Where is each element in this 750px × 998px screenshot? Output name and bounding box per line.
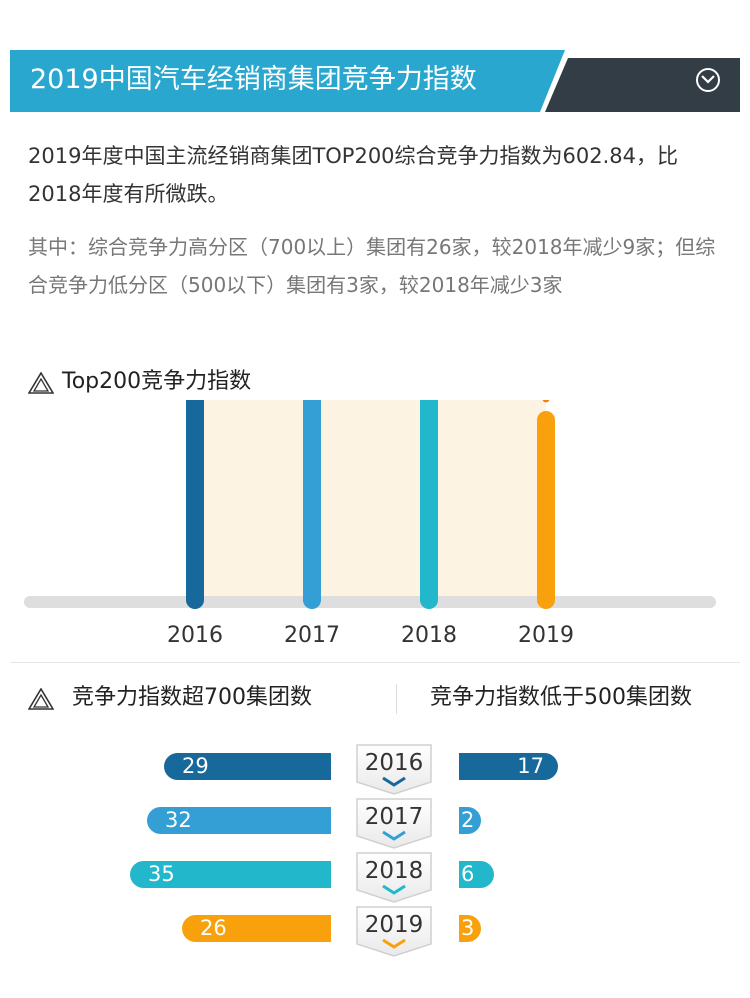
baseline	[24, 596, 716, 608]
over700-bar-2017: 32	[147, 807, 331, 834]
bar-2019	[537, 410, 555, 609]
under500-bar-2017: 2	[459, 807, 481, 834]
left-column-title: 竞争力指数超700集团数	[72, 685, 312, 710]
year-row-2016: 29 17 2016	[0, 744, 750, 796]
point-2019	[542, 400, 550, 403]
triangle-icon	[28, 688, 54, 710]
section-divider	[10, 662, 740, 663]
bar-2017	[303, 400, 321, 609]
year-badge-2016: 2016	[355, 744, 433, 796]
right-column-title: 竞争力指数低于500集团数	[430, 685, 692, 710]
detail-text: 其中：综合竞争力高分区（700以上）集团有26家，较2018年减少9家；但综合竞…	[28, 235, 716, 297]
bar-2016	[186, 400, 204, 609]
header-banner: 2019中国汽车经销商集团竞争力指数	[10, 50, 740, 112]
chart1-title: Top200竞争力指数	[62, 369, 252, 394]
over700-bar-2019: 26	[182, 915, 331, 942]
column-divider	[396, 684, 397, 714]
over700-bar-2016: 29	[164, 753, 331, 780]
tick-label-2017: 2017	[284, 623, 340, 648]
year-label-2019: 2019	[364, 912, 424, 938]
under500-bar-2016: 17	[459, 753, 558, 780]
tick-label-2018: 2018	[401, 623, 457, 648]
collapse-chevron-icon[interactable]	[696, 68, 720, 92]
intro-text: 2019年度中国主流经销商集团TOP200综合竞争力指数为602.84，比201…	[28, 144, 679, 206]
under500-bar-2019: 3	[459, 915, 481, 942]
year-badge-2018: 2018	[355, 852, 433, 904]
competitiveness-index-chart: 603.942016605.182017608.512018602.842019	[24, 400, 716, 648]
tick-label-2016: 2016	[167, 623, 223, 648]
bar-2018	[420, 400, 438, 609]
page-title: 2019中国汽车经销商集团竞争力指数	[30, 64, 477, 95]
year-label-2018: 2018	[364, 858, 424, 884]
over700-bar-2018: 35	[130, 861, 331, 888]
year-badge-2019: 2019	[355, 906, 433, 958]
tick-label-2019: 2019	[518, 623, 574, 648]
year-row-2019: 26 3 2019	[0, 906, 750, 958]
triangle-icon	[28, 372, 54, 394]
year-row-2018: 35 6 2018	[0, 852, 750, 904]
area-fill	[195, 400, 546, 603]
year-label-2017: 2017	[364, 804, 424, 830]
year-badge-2017: 2017	[355, 798, 433, 850]
year-label-2016: 2016	[364, 750, 424, 776]
under500-bar-2018: 6	[459, 861, 494, 888]
year-row-2017: 32 2 2017	[0, 798, 750, 850]
header-background	[10, 50, 740, 112]
